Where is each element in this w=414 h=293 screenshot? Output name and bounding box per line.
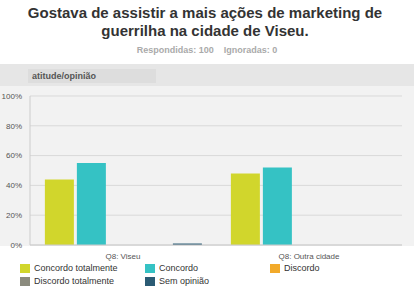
- html-text:Sem opinião: Sem opinião: [159, 276, 209, 286]
- svg-text:20%: 20%: [8, 211, 22, 220]
- html-text:Concordo totalmente: Concordo totalmente: [34, 263, 118, 273]
- svg-text:60%: 60%: [8, 151, 22, 160]
- html-text:Discordo totalmente: Discordo totalmente: [34, 276, 114, 286]
- html-text:Concordo: Concordo: [159, 263, 198, 273]
- html-text:atitude/opinião: atitude/opinião: [32, 71, 96, 81]
- svg-text:80%: 80%: [8, 122, 22, 131]
- html-text:Respondidas: 100 Ignoradas: 0: Respondidas: 100 Ignoradas: 0: [136, 45, 278, 55]
- svg-text:Q8: Viseu: Q8: Viseu: [106, 252, 141, 261]
- svg-text:40%: 40%: [8, 181, 22, 190]
- svg-text:100%: 100%: [8, 92, 22, 101]
- html-text:Gostava de assistir a mais açõ: Gostava de assistir a mais ações de mark…: [27, 4, 383, 39]
- svg-text:Q8: Outra cidade: Q8: Outra cidade: [279, 252, 340, 261]
- svg-text:0%: 0%: [10, 241, 22, 250]
- html-text:Discordo: Discordo: [284, 263, 320, 273]
